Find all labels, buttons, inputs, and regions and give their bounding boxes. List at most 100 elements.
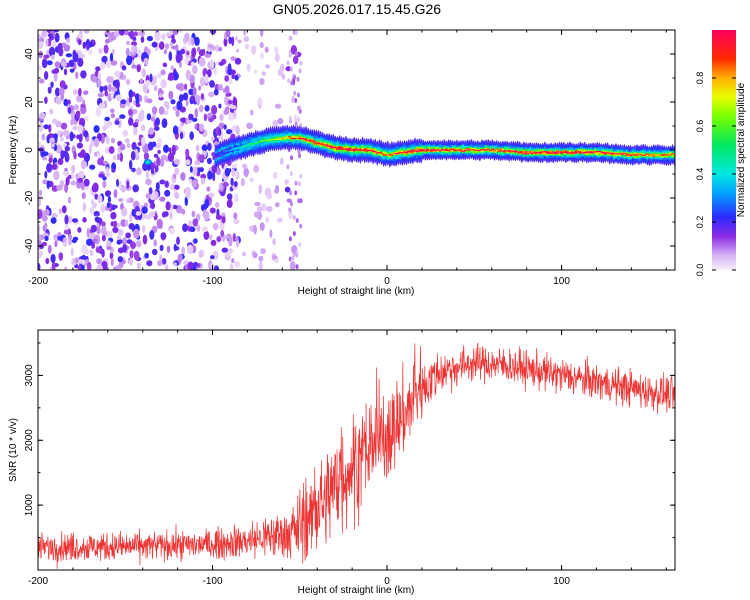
spectrogram-cell [214, 155, 218, 157]
spectrogram-cell [67, 215, 73, 224]
spectrogram-cell [173, 158, 181, 165]
spectrogram-cell [159, 179, 166, 185]
spectrogram-cell [44, 170, 48, 179]
spectrogram-cell [194, 108, 199, 118]
spectrogram-cell [80, 70, 87, 79]
spectrogram-cell [83, 30, 90, 34]
spectrogram-cell [446, 150, 451, 152]
spectrogram-cell [71, 238, 77, 244]
spectrogram-cell [122, 129, 129, 137]
spectrogram-cell [250, 143, 254, 146]
spectrogram-cell [292, 231, 296, 237]
spectrogram-cell [175, 53, 182, 64]
colorbar-gradient [712, 30, 736, 270]
spectrogram-cell [240, 178, 245, 187]
spectrogram-cell [346, 149, 350, 151]
spectrogram-cell [643, 154, 647, 156]
spectrogram-cell [333, 146, 337, 148]
spectrogram-cell [132, 122, 139, 128]
spectrogram-cell [100, 61, 106, 70]
spectrogram-cell [146, 98, 153, 104]
spectrogram-cell [113, 266, 117, 270]
spectrogram-cell [82, 217, 87, 223]
spectrogram-cell [251, 45, 257, 55]
spectrogram-cell [294, 121, 298, 127]
spectrogram-cell [199, 123, 205, 132]
spectrogram-cell [170, 99, 176, 105]
spectrogram-cell [176, 100, 183, 111]
spectrogram-cell [297, 117, 301, 122]
spectrogram-cell [129, 256, 134, 267]
spectrogram-cell [182, 223, 188, 232]
spectrogram-cell [38, 197, 41, 207]
spectrogram-cell [259, 78, 265, 85]
spectrogram-cell [140, 36, 145, 43]
spectrogram-cell [61, 205, 67, 214]
spectrogram-cell [55, 97, 62, 105]
spectrogram-cell [490, 148, 495, 150]
y-tick-label: 0 [24, 147, 35, 153]
spectrogram-cell [478, 149, 482, 151]
spectrogram-cell [246, 122, 253, 130]
spectrogram-cell [93, 210, 100, 217]
spectrogram-cell [259, 41, 264, 49]
spectrogram-cell [265, 216, 270, 223]
spectrogram-cell [63, 98, 69, 107]
snr-x-ticks: -200 -100 0 100 [28, 330, 667, 587]
spectrogram-cell [163, 49, 168, 55]
spectrogram-cell [188, 113, 194, 121]
spectrogram-cell [293, 74, 297, 80]
spectrogram-cell [249, 177, 254, 182]
spectrogram-cell [179, 131, 184, 140]
spectrogram-cell [284, 186, 291, 193]
spectrogram-cell [231, 258, 235, 263]
spectrogram-cell [63, 68, 68, 76]
spectrogram-cell [169, 42, 173, 47]
spectrogram-cell [63, 142, 67, 148]
spectrogram-cell [59, 80, 66, 89]
spectrogram-cell [54, 87, 61, 97]
spectrogram-cell [96, 258, 103, 265]
spectrogram-cell [145, 170, 150, 180]
spectrogram-cell [145, 193, 151, 199]
spectrogram-cell [105, 172, 111, 178]
spectrogram-cell [197, 46, 201, 53]
snr-panel: -200 -100 0 100 1000 2000 3000 Height of stra… [8, 329, 676, 596]
spectrogram-cell [83, 130, 89, 138]
spectrogram-cell [215, 215, 223, 220]
spectrogram-cell [369, 149, 373, 152]
spectrogram-cell [622, 152, 627, 154]
spectrogram-cell [147, 163, 151, 172]
spectrogram-cell [90, 139, 95, 148]
spectrogram-cell [42, 179, 48, 185]
spectrogram-cell [286, 198, 292, 203]
spectrogram-cell [116, 94, 122, 101]
spectrogram-cell [64, 214, 69, 225]
spectrogram-cell [188, 37, 192, 46]
spectrogram-cell [106, 246, 112, 251]
spectrogram-cell [81, 259, 86, 266]
spectrogram-cell [286, 60, 290, 66]
spectrogram-cell [274, 53, 280, 63]
spectrogram-cell [80, 149, 86, 158]
spectrogram-cell [129, 159, 133, 170]
spectrogram-cell [136, 167, 142, 176]
spectrogram-cell [71, 164, 76, 174]
spectrogram-cell [227, 100, 233, 105]
spectrogram-cell [81, 192, 86, 200]
x-tick-label: 100 [553, 576, 570, 587]
spectrogram-cell [158, 106, 165, 115]
spectrogram-cell [118, 229, 124, 236]
spectrogram-cell [101, 55, 108, 63]
spectrogram-cell [294, 98, 298, 103]
spectrogram-cell [53, 170, 60, 181]
spectrogram-cell [206, 186, 211, 192]
spectrogram-cell [522, 153, 526, 155]
spectrogram-cell [288, 207, 292, 213]
spectrogram-cell [254, 69, 258, 75]
spectrogram-cell [77, 177, 84, 183]
spectrogram-cell [274, 103, 282, 109]
spectrogram-cell [68, 233, 73, 240]
spectrogram-cell [97, 78, 102, 88]
spectrogram-cell [243, 36, 250, 43]
